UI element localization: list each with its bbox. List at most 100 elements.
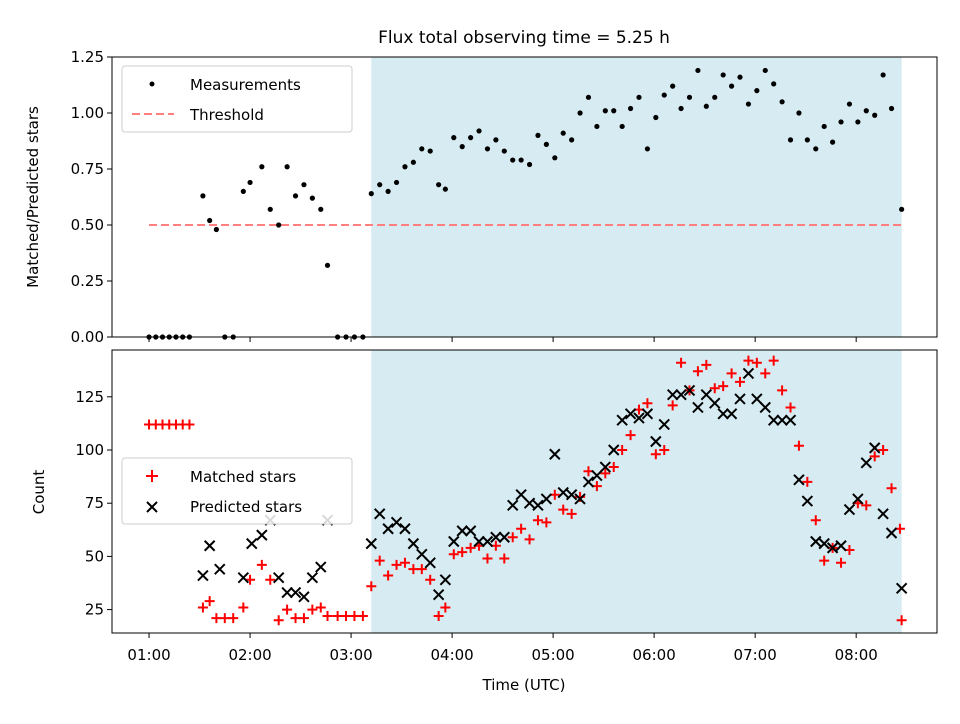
measurement-point bbox=[838, 119, 844, 125]
predicted-star-point bbox=[448, 535, 460, 548]
matched-star-point bbox=[228, 613, 239, 624]
predicted-star-point bbox=[835, 540, 847, 552]
measurement-point bbox=[787, 137, 794, 143]
predicted-star-point bbox=[540, 493, 553, 505]
measurement-point bbox=[585, 94, 592, 100]
x-tick-label: 02:00 bbox=[228, 646, 271, 664]
predicted-star-point bbox=[473, 535, 485, 548]
measurement-point bbox=[872, 112, 878, 118]
predicted-star-point bbox=[532, 499, 544, 512]
x-axis-label: Time (UTC) bbox=[482, 676, 566, 694]
measurement-point bbox=[670, 83, 676, 89]
predicted-star-point bbox=[424, 557, 436, 569]
matched-star-point bbox=[726, 368, 737, 379]
predicted-star-point bbox=[658, 418, 670, 431]
y-tick-label: 125 bbox=[75, 388, 104, 406]
matched-star-point bbox=[600, 468, 611, 479]
matched-star-point bbox=[751, 357, 762, 368]
predicted-star-point bbox=[203, 540, 216, 552]
top-y-axis: 0.00 0.25 0.50 0.75 1.00 1.25 bbox=[71, 48, 112, 346]
predicted-star-point bbox=[725, 408, 738, 420]
measurement-point bbox=[377, 182, 383, 188]
matched-star-point bbox=[211, 613, 222, 624]
legend-matched-marker bbox=[146, 470, 158, 482]
matched-star-point bbox=[617, 445, 628, 456]
measurement-point bbox=[459, 144, 465, 150]
matched-star-point bbox=[793, 440, 804, 451]
measurement-point bbox=[292, 193, 299, 199]
predicted-star-point bbox=[885, 527, 898, 539]
top-x-axis bbox=[148, 337, 857, 342]
legend-threshold-label: Threshold bbox=[189, 106, 264, 124]
predicted-star-point bbox=[582, 476, 595, 488]
matched-star-point bbox=[465, 542, 476, 553]
y-tick-label: 0.25 bbox=[71, 272, 104, 290]
measurement-point bbox=[247, 179, 253, 186]
predicted-star-point bbox=[481, 535, 494, 548]
measurement-point bbox=[402, 164, 408, 170]
predicted-star-point bbox=[591, 469, 603, 482]
measurement-point bbox=[712, 94, 718, 100]
top-plot-marks bbox=[146, 67, 905, 340]
matched-star-point bbox=[448, 549, 459, 560]
measurement-point bbox=[476, 128, 482, 134]
matched-star-point bbox=[566, 508, 577, 519]
measurement-point bbox=[276, 222, 282, 228]
measurement-point bbox=[324, 262, 331, 268]
x-tick-label: 06:00 bbox=[633, 646, 676, 664]
measurement-point bbox=[771, 81, 777, 87]
predicted-star-point bbox=[860, 457, 872, 469]
measurement-point bbox=[813, 146, 819, 152]
y-tick-label: 1.00 bbox=[71, 104, 104, 122]
matched-star-point bbox=[322, 610, 333, 621]
measurement-point bbox=[830, 139, 836, 145]
predicted-star-point bbox=[464, 525, 477, 537]
top-legend-box bbox=[121, 65, 353, 133]
predicted-star-point bbox=[237, 571, 250, 584]
bottom-x-axis: 01:00 02:00 03:00 04:00 05:00 06:00 07:00 08:00 bbox=[127, 633, 878, 664]
measurement-point bbox=[804, 137, 810, 143]
measurement-point bbox=[419, 146, 425, 152]
matched-star-point bbox=[667, 400, 678, 411]
matched-star-point bbox=[499, 553, 510, 564]
predicted-star-point bbox=[315, 561, 327, 573]
measurement-point bbox=[213, 226, 219, 233]
matched-star-point bbox=[256, 559, 267, 570]
y-tick-label: 25 bbox=[85, 601, 104, 619]
measurement-point bbox=[240, 188, 246, 194]
measurement-point bbox=[207, 217, 213, 224]
matched-star-point bbox=[219, 613, 230, 624]
matched-star-point bbox=[516, 523, 527, 534]
measurement-point bbox=[493, 137, 499, 143]
x-tick-label: 04:00 bbox=[430, 646, 473, 664]
predicted-star-point bbox=[700, 388, 713, 401]
measurement-point bbox=[594, 123, 600, 130]
measurement-point bbox=[301, 182, 307, 188]
matched-star-point bbox=[608, 462, 619, 473]
measurement-point bbox=[644, 146, 651, 152]
matched-star-point bbox=[886, 483, 897, 494]
predicted-star-point bbox=[373, 508, 386, 520]
matched-star-point bbox=[282, 604, 293, 615]
matched-star-point bbox=[265, 574, 276, 585]
predicted-star-point bbox=[742, 367, 755, 380]
measurement-point bbox=[737, 74, 743, 80]
measurement-point bbox=[393, 179, 400, 186]
top-legend: Measurements Threshold bbox=[121, 65, 353, 133]
measurement-point bbox=[653, 114, 659, 121]
measurement-point bbox=[821, 123, 827, 130]
measurement-point bbox=[484, 146, 491, 152]
matched-star-point bbox=[457, 547, 468, 558]
measurement-point bbox=[309, 195, 315, 201]
measurement-point bbox=[385, 188, 391, 194]
measurement-point bbox=[284, 164, 290, 170]
matched-star-point bbox=[507, 532, 518, 543]
matched-star-point bbox=[810, 515, 821, 526]
chart-title: Flux total observing time = 5.25 h bbox=[378, 28, 670, 48]
predicted-star-point bbox=[456, 525, 468, 537]
predicted-star-point bbox=[289, 586, 302, 599]
predicted-star-point bbox=[759, 401, 771, 414]
bottom-panel: 25 50 75 100 125 01:00 02:00 03:00 04:00 05:00 06… bbox=[30, 349, 938, 694]
predicted-star-point bbox=[868, 442, 881, 454]
